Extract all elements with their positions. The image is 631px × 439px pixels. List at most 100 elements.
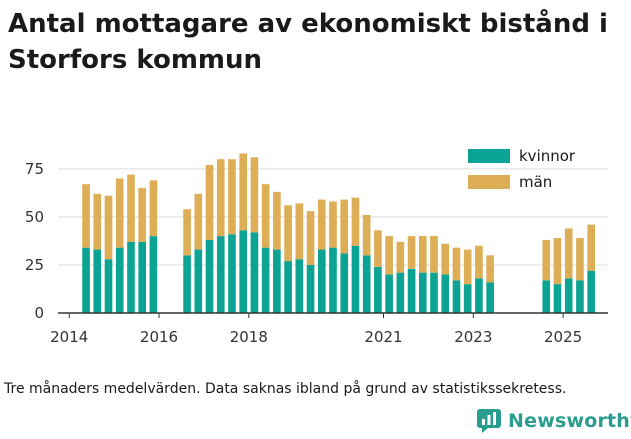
bar-man [149, 180, 158, 237]
bar-kvinnor [261, 247, 270, 313]
bar-kvinnor [82, 247, 90, 313]
bar-man [239, 153, 248, 231]
bar-kvinnor [250, 232, 259, 313]
bar-man [418, 236, 427, 273]
y-tick-label: 0 [34, 304, 44, 322]
y-tick-label: 25 [25, 256, 44, 274]
bar-kvinnor [475, 278, 483, 313]
legend-swatch [468, 175, 510, 189]
bar-kvinnor [407, 268, 416, 313]
footnote: Tre månaders medelvärden. Data saknas ib… [4, 381, 567, 397]
bar-man [250, 157, 259, 233]
bar-man [396, 241, 405, 273]
bar-kvinnor [452, 280, 461, 313]
newsworthy-brand[interactable]: Newsworthy [476, 408, 631, 434]
bar-man [441, 243, 450, 275]
bar-man [542, 239, 551, 281]
bar-man [183, 209, 191, 256]
legend-label: män [519, 173, 552, 191]
bar-kvinnor [385, 274, 393, 313]
bar-kvinnor [306, 264, 315, 313]
bar-kvinnor [564, 278, 573, 313]
bar-series [82, 153, 595, 313]
bar-kvinnor [317, 249, 326, 313]
bar-kvinnor [329, 247, 337, 313]
bar-kvinnor [138, 241, 146, 313]
bar-kvinnor [93, 249, 102, 313]
bar-man [362, 214, 371, 256]
bar-man [93, 193, 102, 250]
bar-man [82, 184, 90, 248]
bar-man [486, 255, 494, 283]
brand-name: Newsworthy [508, 410, 631, 432]
bar-man [329, 201, 337, 248]
bar-man [284, 205, 292, 262]
bar-man [273, 191, 281, 250]
bar-man [295, 203, 304, 260]
legend-swatch [468, 149, 510, 163]
bar-man [553, 238, 562, 285]
x-tick-label: 2021 [364, 328, 402, 346]
bar-kvinnor [228, 234, 236, 313]
bar-kvinnor [374, 266, 382, 313]
bar-man [475, 245, 483, 279]
bar-man [385, 236, 393, 275]
bar-kvinnor [115, 247, 124, 313]
bar-kvinnor [127, 241, 135, 313]
bar-man [463, 249, 472, 285]
bar-kvinnor [273, 249, 281, 313]
bar-man [351, 197, 360, 246]
y-axis: 0 25 50 75 [25, 160, 44, 322]
bar-kvinnor [418, 272, 427, 313]
newsworthy-logo-icon [477, 409, 501, 433]
bar-kvinnor [351, 245, 360, 313]
x-tick-label: 2025 [544, 328, 582, 346]
bar-kvinnor [542, 280, 551, 313]
bar-man [104, 195, 113, 260]
bar-kvinnor [149, 236, 158, 313]
bar-chart: 2014 2016 2018 2021 2023 2025 0 25 50 75 kvinnor… [25, 147, 608, 346]
x-tick-label: 2016 [140, 328, 178, 346]
bar-kvinnor [362, 255, 371, 313]
y-tick-label: 50 [25, 208, 44, 226]
bar-man [374, 230, 382, 267]
bar-man [564, 228, 573, 279]
legend: kvinnor män [468, 147, 576, 191]
x-axis: 2014 2016 2018 2021 2023 2025 [50, 312, 608, 346]
bar-man [317, 199, 326, 250]
bar-man [138, 188, 146, 242]
bar-kvinnor [194, 249, 203, 313]
bar-kvinnor [587, 270, 595, 313]
x-tick-label: 2018 [230, 328, 268, 346]
bar-kvinnor [486, 282, 494, 313]
bar-man [194, 193, 203, 250]
bar-man [407, 236, 416, 269]
bar-kvinnor [284, 261, 292, 313]
bar-kvinnor [576, 280, 584, 313]
bar-man [115, 178, 124, 248]
bar-man [576, 238, 584, 281]
bar-kvinnor [463, 284, 472, 313]
bar-man [430, 236, 438, 273]
bar-man [205, 164, 214, 240]
y-tick-label: 75 [25, 160, 44, 178]
x-tick-label: 2023 [454, 328, 492, 346]
bar-kvinnor [295, 259, 304, 313]
x-tick-label: 2014 [50, 328, 88, 346]
bar-kvinnor [104, 259, 113, 313]
legend-label: kvinnor [519, 147, 576, 165]
bar-kvinnor [340, 253, 349, 313]
bar-kvinnor [553, 284, 562, 313]
chart-title: Antal mottagare av ekonomiskt bistånd i … [8, 9, 608, 75]
bar-kvinnor [441, 274, 450, 313]
bar-man [452, 247, 461, 281]
bar-kvinnor [430, 272, 438, 313]
bar-man [228, 159, 236, 235]
bar-man [261, 184, 270, 248]
bar-man [340, 199, 349, 254]
bar-man [127, 174, 135, 242]
bar-kvinnor [216, 236, 225, 313]
bar-man [306, 211, 315, 265]
bar-man [216, 159, 225, 237]
bar-man [587, 224, 595, 271]
